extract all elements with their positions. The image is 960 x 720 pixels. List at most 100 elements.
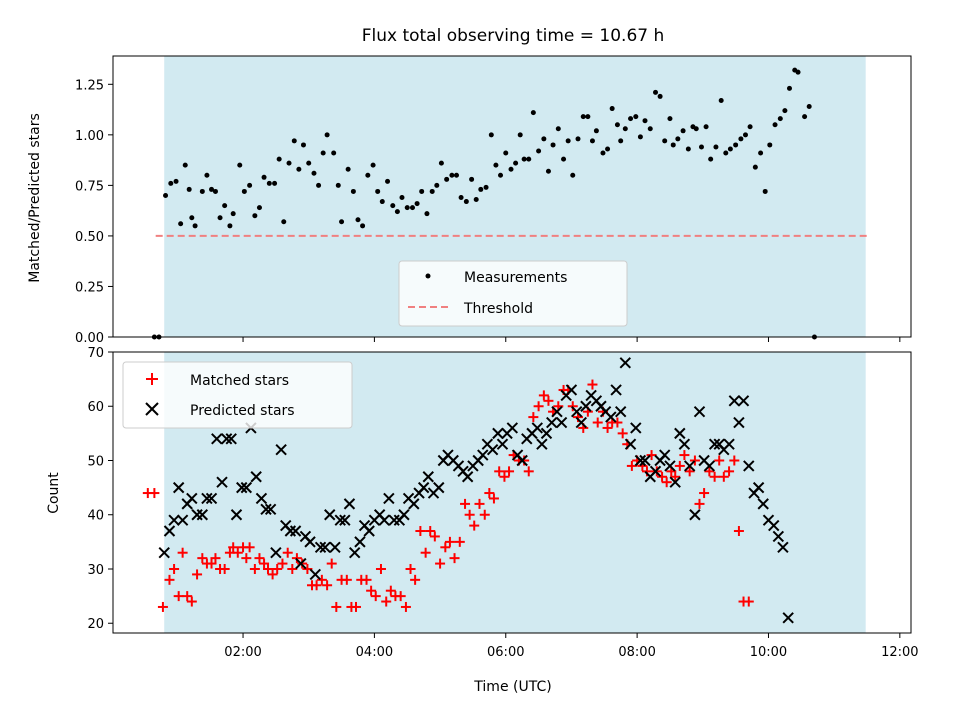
measurement-point xyxy=(802,114,808,120)
ratio-panel: 0.00 0.25 0.50 0.75 1.00 1.25 Flux total obse… xyxy=(27,26,912,346)
predicted-star-point xyxy=(158,547,170,559)
measurement-point xyxy=(300,142,306,148)
top-x-ticks xyxy=(242,337,901,342)
measurement-point xyxy=(589,138,595,144)
measurement-point xyxy=(718,97,724,103)
measurement-point xyxy=(680,128,686,134)
matched-star-point xyxy=(435,558,446,569)
legend-label-predicted: Predicted stars xyxy=(190,403,295,419)
measurement-point xyxy=(272,180,278,186)
matched-star-point xyxy=(400,601,411,612)
matched-star-point xyxy=(263,563,274,574)
predicted-star-point xyxy=(506,422,519,434)
y-tick-label: 20 xyxy=(87,617,104,632)
predicted-star-point xyxy=(329,541,341,553)
predicted-star-point xyxy=(205,492,218,505)
matched-star-point xyxy=(381,596,392,607)
matched-star-point xyxy=(341,574,352,585)
legend-box-bottom xyxy=(122,361,353,429)
predicted-star-point xyxy=(610,384,622,396)
top-y-ticks: 0.00 0.25 0.50 0.75 1.00 1.25 xyxy=(75,78,113,346)
predicted-star-point xyxy=(163,525,176,537)
matched-star-point xyxy=(311,580,322,591)
measurement-point xyxy=(526,156,532,162)
measurement-point xyxy=(266,180,272,186)
matched-star-point xyxy=(395,591,406,602)
measurement-point xyxy=(350,188,356,194)
measurement-point xyxy=(444,176,450,182)
matched-star-point xyxy=(149,488,160,499)
predicted-star-point xyxy=(683,460,696,472)
matched-star-point xyxy=(249,563,260,574)
measurement-point xyxy=(324,132,330,138)
measurement-point xyxy=(316,182,322,188)
matched-star-point xyxy=(709,471,720,482)
measurement-point xyxy=(628,116,634,122)
measurement-point xyxy=(247,182,253,188)
matched-star-point xyxy=(277,558,288,569)
measurement-point xyxy=(653,89,659,95)
measurement-point xyxy=(488,132,494,138)
predicted-star-point xyxy=(708,438,721,450)
matched-star-point xyxy=(592,417,603,428)
bottom-y-ticks: 20 30 40 50 60 70 xyxy=(87,346,113,632)
predicted-star-point xyxy=(496,438,509,450)
matched-star-point xyxy=(169,563,180,574)
predicted-star-point xyxy=(570,405,583,418)
matched-star-point xyxy=(425,526,436,537)
matched-star-point xyxy=(385,585,396,596)
predicted-star-point xyxy=(196,509,209,521)
measurement-point xyxy=(609,106,615,112)
bottom-x-ticks: 02:00 04:00 06:00 08:00 10:00 12:00 xyxy=(224,633,919,660)
predicted-star-point xyxy=(295,557,307,570)
measurement-point xyxy=(199,188,205,194)
y-tick-label: 0.25 xyxy=(75,280,104,295)
matched-star-point xyxy=(474,498,485,509)
matched-star-point xyxy=(567,401,578,412)
matched-star-point xyxy=(326,558,337,569)
matched-star-point xyxy=(602,422,613,433)
measurement-point xyxy=(473,197,479,203)
predicted-star-point xyxy=(565,384,578,396)
matched-star-point xyxy=(444,536,455,547)
predicted-star-point xyxy=(703,460,716,472)
measurement-point xyxy=(429,188,435,194)
matched-star-point xyxy=(454,536,465,547)
measurement-point xyxy=(762,188,768,194)
measurement-point xyxy=(545,168,551,174)
measurement-point xyxy=(657,93,663,99)
x-tick-label: 12:00 xyxy=(881,645,918,660)
matched-star-point xyxy=(366,585,377,596)
measurement-point xyxy=(752,164,758,170)
matched-star-point xyxy=(714,455,725,466)
predicted-star-point xyxy=(225,433,237,445)
predicted-star-point xyxy=(630,422,642,434)
measurement-point xyxy=(703,124,709,130)
predicted-star-point xyxy=(551,405,563,418)
predicted-star-point xyxy=(339,514,351,526)
matched-star-point xyxy=(186,596,197,607)
predicted-star-point xyxy=(536,438,548,450)
y-tick-label: 30 xyxy=(87,563,104,578)
legend-label-matched: Matched stars xyxy=(190,373,289,389)
measurement-point xyxy=(339,219,345,225)
legend-label-threshold: Threshold xyxy=(463,301,533,317)
measurement-point xyxy=(241,188,247,194)
measurement-point xyxy=(517,132,523,138)
matched-star-point xyxy=(405,563,416,574)
predicted-star-point xyxy=(343,498,356,510)
predicted-star-point xyxy=(304,536,316,548)
predicted-star-point xyxy=(260,503,272,516)
predicted-star-point xyxy=(664,460,676,472)
predicted-star-point xyxy=(492,427,504,440)
predicted-star-point xyxy=(348,547,361,559)
predicted-star-point xyxy=(639,454,651,467)
bottom-legend: Matched stars Predicted stars xyxy=(122,361,353,429)
predicted-star-point xyxy=(531,422,543,434)
predicted-star-point xyxy=(433,481,445,494)
legend-marker-measurements xyxy=(425,273,431,279)
predicted-star-point xyxy=(674,427,686,440)
x-tick-label: 06:00 xyxy=(487,645,524,660)
predicted-star-point xyxy=(477,449,489,461)
measurement-point xyxy=(561,156,567,162)
